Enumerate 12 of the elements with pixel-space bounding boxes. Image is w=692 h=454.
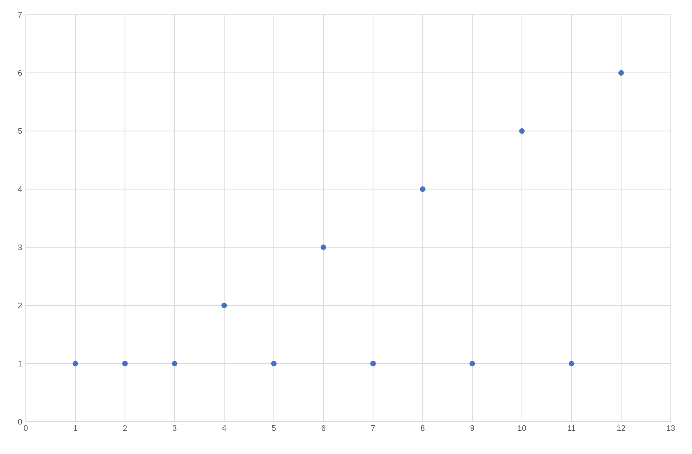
point — [72, 361, 78, 367]
point — [222, 302, 228, 308]
point — [320, 244, 326, 250]
point — [470, 361, 476, 367]
point — [370, 361, 376, 367]
point — [172, 361, 178, 367]
point — [618, 70, 624, 76]
point — [420, 186, 426, 192]
point — [568, 361, 575, 367]
point — [271, 361, 277, 367]
point — [519, 128, 525, 134]
point — [122, 361, 128, 367]
